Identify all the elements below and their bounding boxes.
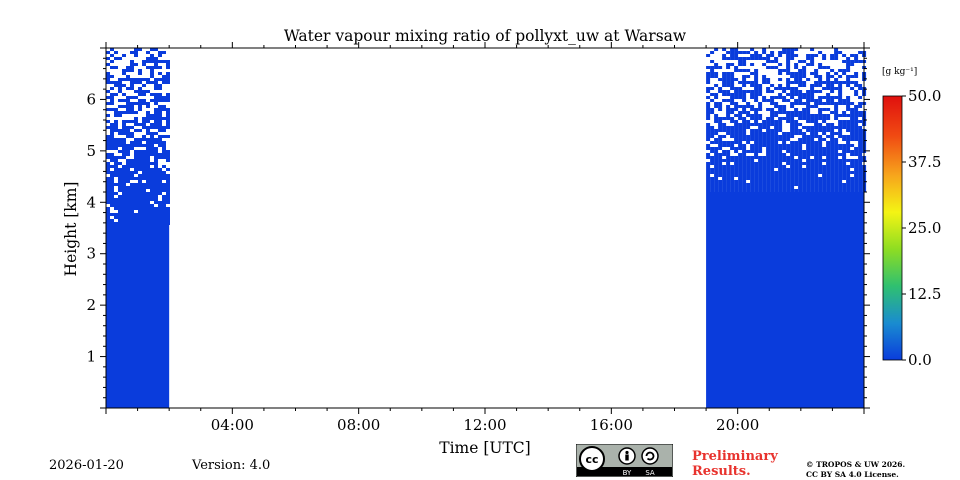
cc-icon	[579, 446, 605, 472]
plot-area	[105, 47, 867, 409]
x-tick-label: 04:00	[211, 416, 254, 434]
license-notice: © TROPOS & UW 2026. CC BY SA 4.0 License…	[806, 460, 905, 480]
license-line-2: CC BY SA 4.0 License.	[806, 470, 899, 479]
sa-icon	[641, 447, 659, 465]
data-segment-1	[106, 222, 170, 408]
colorbar-tick-label: 50.0	[908, 87, 941, 105]
colorbar-tick-label: 37.5	[908, 153, 941, 171]
license-line-1: © TROPOS & UW 2026.	[806, 460, 906, 469]
y-tick-label: 3	[86, 245, 96, 263]
preliminary-notice: Preliminary Results.	[692, 449, 778, 479]
data-segment-noisy-2	[706, 48, 867, 192]
chart-title: Water vapour mixing ratio of pollyxt_uw …	[284, 27, 687, 45]
x-tick-label: 16:00	[590, 416, 633, 434]
colorbar-unit-label: [g kg⁻¹]	[882, 67, 917, 77]
preliminary-line-2: Results.	[692, 464, 751, 479]
y-tick-label: 4	[86, 193, 96, 211]
x-axis: 04:00 08:00 12:00 16:00 20:00	[105, 42, 865, 434]
data-segment-noisy-1	[106, 48, 170, 225]
y-tick-label: 2	[86, 296, 96, 314]
y-tick-label: 5	[86, 142, 96, 160]
by-text: BY	[623, 469, 632, 477]
x-tick-label: 08:00	[337, 416, 380, 434]
colorbar-tick-label: 12.5	[908, 285, 941, 303]
sa-text: SA	[645, 469, 655, 477]
y-tick-label: 1	[86, 348, 96, 366]
cc-by-sa-badge[interactable]: cc BY SA	[576, 444, 673, 477]
y-axis: 1 2 3 4 5 6	[86, 47, 870, 409]
colorbar	[882, 95, 903, 361]
data-segment-2	[706, 192, 864, 408]
footer-version: Version: 4.0	[192, 458, 271, 473]
x-tick-label: 12:00	[463, 416, 506, 434]
y-tick-label: 6	[86, 90, 96, 108]
preliminary-line-1: Preliminary	[692, 449, 778, 464]
footer-date: 2026-01-20	[49, 458, 124, 473]
colorbar-tick-label: 0.0	[908, 351, 932, 369]
colorbar-ticks: 0.0 12.5 25.0 37.5 50.0	[902, 87, 941, 369]
y-axis-label: Height [km]	[62, 182, 80, 277]
x-tick-label: 20:00	[716, 416, 759, 434]
cc-text: cc	[585, 453, 598, 466]
x-axis-label: Time [UTC]	[439, 439, 530, 457]
colorbar-tick-label: 25.0	[908, 219, 941, 237]
